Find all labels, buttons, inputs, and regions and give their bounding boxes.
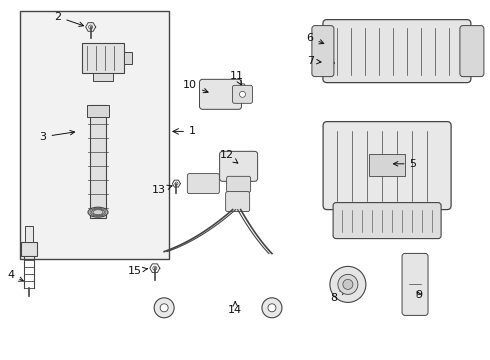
Text: 7: 7 (307, 56, 321, 66)
Text: 13: 13 (152, 185, 172, 195)
Text: 2: 2 (54, 12, 84, 26)
Circle shape (262, 298, 282, 318)
FancyBboxPatch shape (323, 19, 471, 83)
FancyBboxPatch shape (187, 174, 220, 194)
Bar (22, 242, 37, 256)
Circle shape (240, 91, 245, 97)
FancyBboxPatch shape (232, 85, 252, 103)
Bar (20, 11, 169, 259)
Circle shape (268, 304, 276, 312)
Text: 14: 14 (228, 301, 242, 315)
Text: 8: 8 (331, 290, 345, 303)
Text: 4: 4 (7, 270, 24, 281)
Bar (25, 226, 33, 242)
Text: 6: 6 (307, 33, 324, 44)
Text: 10: 10 (183, 80, 208, 93)
FancyBboxPatch shape (460, 26, 484, 77)
Bar (369, 154, 405, 176)
Circle shape (330, 266, 366, 302)
Circle shape (338, 274, 358, 294)
Circle shape (154, 298, 174, 318)
Bar (93, 73, 113, 81)
Text: 5: 5 (393, 159, 416, 169)
FancyBboxPatch shape (227, 176, 250, 192)
Text: 1: 1 (189, 126, 196, 136)
Bar (90, 105, 106, 218)
FancyBboxPatch shape (220, 151, 258, 181)
Circle shape (160, 304, 168, 312)
Text: 3: 3 (40, 130, 74, 142)
Bar (124, 52, 132, 64)
Text: 15: 15 (128, 266, 147, 276)
FancyBboxPatch shape (199, 79, 242, 109)
FancyBboxPatch shape (333, 203, 441, 239)
FancyBboxPatch shape (402, 253, 428, 315)
FancyBboxPatch shape (323, 122, 451, 210)
Text: 11: 11 (230, 71, 244, 85)
Bar (87, 105, 109, 117)
Ellipse shape (88, 207, 108, 217)
Bar (82, 43, 124, 73)
Text: 12: 12 (220, 150, 238, 163)
FancyBboxPatch shape (226, 192, 249, 212)
FancyBboxPatch shape (312, 26, 334, 77)
Text: 9: 9 (416, 290, 422, 300)
Circle shape (343, 279, 353, 289)
